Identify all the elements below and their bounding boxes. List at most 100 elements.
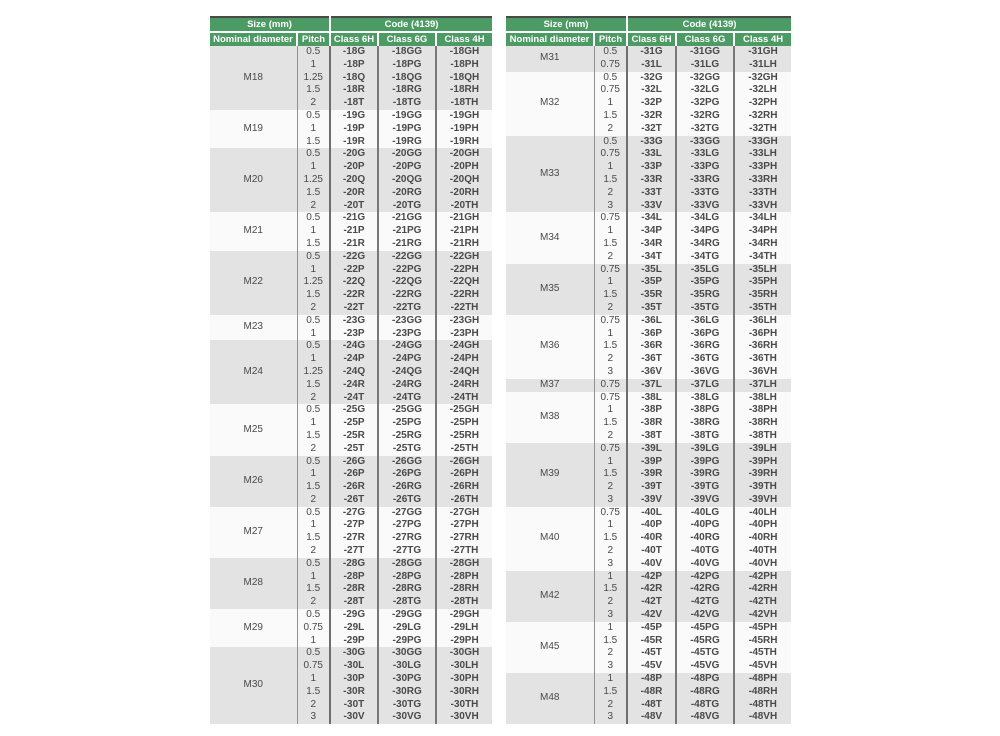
class-6g-code-cell: -24GG — [377, 340, 436, 354]
class-6h-code-cell: -36T — [626, 353, 677, 366]
class-6h-code-cell: -21R — [329, 237, 378, 251]
table-header: Size (mm) Code (4139) Nominal diameter P… — [210, 17, 493, 46]
pitch-cell: 1 — [593, 97, 628, 110]
class-4h-code-cell: -31GH — [733, 46, 792, 59]
pitch-cell: 0.5 — [296, 455, 330, 469]
class-6h-code-cell: -24G — [329, 340, 378, 354]
class-4h-code-cell: -33LH — [733, 148, 792, 162]
class-6h-code-cell: -25P — [329, 417, 378, 430]
pitch-cell: 0.5 — [593, 71, 628, 85]
thread-code-table-left: Size (mm) Code (4139) Nominal diameter P… — [210, 16, 493, 725]
class-4h-code-cell: -20QH — [434, 173, 493, 187]
table-row: 1.5 -35R -35RG -35RH — [506, 289, 792, 302]
class-6g-code-cell: -45TG — [675, 647, 735, 661]
table-row: 1.5 -32R -32RG -32RH — [506, 109, 792, 123]
class-6g-code-cell: -18RG — [377, 84, 436, 98]
class-6h-code-cell: -28T — [329, 596, 378, 610]
table-row: 1.25 -20Q -20QG -20QH — [210, 173, 493, 187]
class-4h-code-cell: -30RH — [434, 685, 493, 699]
class-4h-code-cell: -39RH — [733, 468, 792, 482]
class-6g-code-cell: -40VG — [675, 557, 735, 571]
header-columns-row: Nominal diameter Pitch Class 6H Class 6G… — [210, 31, 493, 46]
pitch-cell: 2 — [296, 698, 330, 712]
class-6h-code-cell: -48V — [626, 711, 677, 725]
class-4h-code-cell: -35TH — [733, 301, 792, 315]
class-6g-code-cell: -32GG — [675, 71, 735, 85]
pitch-cell: 1.5 — [593, 173, 628, 187]
table-row: 1.5 -36R -36RG -36RH — [506, 340, 792, 354]
pitch-cell: 0.5 — [593, 46, 628, 59]
pitch-cell: 1 — [593, 276, 628, 290]
class-4h-code-cell: -21PH — [434, 225, 493, 238]
pitch-cell: 0.75 — [593, 442, 628, 456]
pitch-cell: 2 — [296, 199, 330, 213]
pitch-cell: 1.5 — [296, 481, 330, 494]
class-6g-code-cell: -31GG — [675, 46, 735, 59]
class-6g-code-cell: -20GG — [377, 148, 436, 162]
class-6g-code-cell: -40TG — [675, 545, 735, 558]
class-4h-code-cell: -27RH — [434, 532, 493, 546]
class-4h-code-cell: -42VH — [733, 609, 792, 622]
class-4h-code-cell: -28PH — [434, 570, 493, 584]
class-6h-code-cell: -36P — [626, 327, 677, 341]
nominal-diameter-cell: M29 — [210, 609, 297, 648]
class-6h-code-cell: -36L — [626, 314, 677, 328]
class-6g-code-cell: -20RG — [377, 186, 436, 200]
pitch-cell: 1.5 — [593, 685, 628, 699]
table-row: 0.75 -31L -31LG -31LH — [506, 58, 792, 72]
pitch-cell: 0.75 — [593, 378, 628, 392]
class-6g-code-cell: -35TG — [675, 301, 735, 315]
class-6h-code-cell: -18Q — [329, 71, 378, 85]
pitch-cell: 1.5 — [593, 417, 628, 430]
pitch-cell: 1.5 — [593, 237, 628, 251]
class-6h-code-cell: -39L — [626, 442, 677, 456]
pitch-cell: 1.5 — [296, 186, 330, 200]
class-4h-code-cell: -39TH — [733, 481, 792, 494]
table-row: 1.5 -48R -48RG -48RH — [506, 685, 792, 699]
class-6g-code-cell: -25TG — [377, 442, 436, 456]
class-4h-code-cell: -32PH — [733, 97, 792, 110]
header-group-row: Size (mm) Code (4139) — [210, 17, 493, 32]
class-4h-code-cell: -48RH — [733, 685, 792, 699]
class-6g-code-cell: -18GG — [377, 46, 436, 59]
table-row: 1.5 -18R -18RG -18RH — [210, 84, 493, 98]
class-6g-code-cell: -22RG — [377, 289, 436, 302]
class-4h-code-cell: -36VH — [733, 365, 792, 379]
pitch-cell: 2 — [593, 481, 628, 494]
table-body-left: M18 0.5 -18G -18GG -18GH 1 -18P -18PG -18PH 1.25-… — [210, 46, 493, 725]
class-6h-code-cell: -27P — [329, 519, 378, 533]
class-6h-code-cell: -38L — [626, 391, 677, 405]
pitch-cell: 1.5 — [593, 583, 628, 597]
class-6h-code-cell: -39P — [626, 455, 677, 469]
class-4h-code-cell: -45TH — [733, 647, 792, 661]
class-6h-code-cell: -35L — [626, 263, 677, 277]
table-row: M28 0.5 -28G -28GG -28GH — [210, 557, 493, 610]
nominal-diameter-cell: M30 — [210, 647, 297, 725]
pitch-cell: 2 — [296, 391, 330, 405]
table-row: 2 -39T -39TG -39TH — [506, 481, 792, 494]
class-6h-code-cell: -27G — [329, 506, 378, 520]
class-6h-code-cell: -22G — [329, 250, 378, 264]
table-row: M31 0.5 -31G -31GG -31GH — [506, 46, 792, 72]
class-6g-code-cell: -34TG — [675, 250, 735, 264]
pitch-cell: 1.5 — [296, 378, 330, 392]
class-6h-code-cell: -24R — [329, 378, 378, 392]
table-row: 1 -20P -20PG -20PH — [210, 161, 493, 174]
class-6h-code-cell: -29P — [329, 634, 378, 648]
class-6h-code-cell: -26G — [329, 455, 378, 469]
thread-code-table-right: Size (mm) Code (4139) Nominal diameter P… — [506, 16, 792, 725]
table-row: 1 -21P -21PG -21PH — [210, 225, 493, 238]
class-6g-code-cell: -27PG — [377, 519, 436, 533]
class-6h-code-cell: -27R — [329, 532, 378, 546]
table-row: 2 -45T -45TG -45TH — [506, 647, 792, 661]
table-row: 3 -48V -48VG -48VH — [506, 711, 792, 725]
class-4h-code-cell: -33TH — [733, 186, 792, 200]
pitch-cell: 2 — [593, 186, 628, 200]
class-6h-code-cell: -30V — [329, 711, 378, 725]
class-6g-code-cell: -36RG — [675, 340, 735, 354]
class-6g-code-cell: -32LG — [675, 84, 735, 98]
table-row: M23 0.5 -23G -23GG -23GH — [210, 314, 493, 341]
class-6g-code-cell: -19PG — [377, 122, 436, 136]
class-6g-code-cell: -22GG — [377, 250, 436, 264]
pitch-cell: 1 — [593, 327, 628, 341]
